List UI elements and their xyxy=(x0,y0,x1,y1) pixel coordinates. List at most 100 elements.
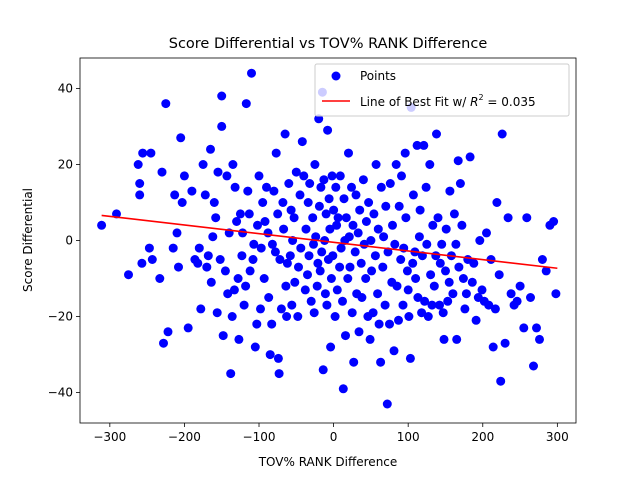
scatter-point xyxy=(275,255,285,264)
scatter-point xyxy=(326,342,336,352)
scatter-point xyxy=(198,160,208,169)
scatter-point xyxy=(506,289,516,299)
scatter-point xyxy=(461,289,471,299)
scatter-point xyxy=(309,239,318,249)
best-fit-line xyxy=(101,214,558,270)
scatter-point xyxy=(284,179,294,188)
scatter-point xyxy=(421,182,431,192)
scatter-point xyxy=(196,304,206,314)
scatter-point xyxy=(413,293,423,302)
scatter-point xyxy=(422,239,432,249)
scatter-point xyxy=(417,308,427,318)
scatter-point xyxy=(296,243,306,253)
scatter-point xyxy=(273,209,283,219)
scatter-point xyxy=(371,160,381,169)
scatter-point xyxy=(241,281,251,291)
scatter-point xyxy=(429,281,439,291)
scatter-point xyxy=(271,148,281,158)
legend-points-label: Points xyxy=(360,69,396,83)
scatter-point xyxy=(403,285,413,295)
scatter-point xyxy=(453,156,463,166)
scatter-point xyxy=(264,293,274,302)
scatter-point xyxy=(285,251,295,261)
scatter-point xyxy=(304,251,314,261)
scatter-point xyxy=(426,270,436,280)
scatter-point xyxy=(323,125,333,135)
scatter-point xyxy=(345,262,355,272)
scatter-point xyxy=(133,160,143,169)
scatter-point xyxy=(213,167,223,177)
scatter-point xyxy=(187,186,197,196)
scatter-point xyxy=(206,277,216,287)
scatter-point xyxy=(344,232,354,242)
scatter-point xyxy=(276,304,286,314)
x-tick-label: 0 xyxy=(330,430,338,444)
scatter-point xyxy=(193,258,203,268)
scatter-point xyxy=(321,209,331,219)
scatter-point xyxy=(435,300,444,310)
scatter-point xyxy=(316,182,326,192)
scatter-point xyxy=(355,205,365,215)
scatter-point xyxy=(263,228,273,238)
plot-area xyxy=(79,57,577,424)
scatter-point xyxy=(253,220,262,230)
scatter-point xyxy=(270,247,280,257)
y-tick-label: 0 xyxy=(65,234,73,248)
scatter-point xyxy=(412,140,422,150)
scatter-point xyxy=(320,289,330,299)
scatter-point xyxy=(408,190,418,200)
scatter-point xyxy=(324,194,334,204)
scatter-point xyxy=(248,255,258,264)
scatter-point xyxy=(535,334,544,344)
scatter-point xyxy=(350,247,360,257)
scatter-point xyxy=(419,140,429,150)
scatter-point xyxy=(349,357,359,367)
scatter-point xyxy=(329,205,339,215)
scatter-point xyxy=(380,300,390,310)
legend-box xyxy=(314,63,570,117)
scatter-point xyxy=(124,270,133,280)
scatter-point xyxy=(336,243,346,253)
scatter-point xyxy=(226,369,236,379)
scatter-point xyxy=(333,213,343,223)
x-tick-label: 300 xyxy=(546,430,569,444)
scatter-point xyxy=(215,255,225,264)
scatter-point xyxy=(249,239,259,249)
scatter-point xyxy=(177,198,187,207)
scatter-point xyxy=(435,258,445,268)
scatter-point xyxy=(311,232,321,242)
scatter-point xyxy=(347,308,357,318)
y-tick-label: 40 xyxy=(58,81,73,95)
scatter-point xyxy=(211,213,221,223)
scatter-point xyxy=(239,300,249,310)
scatter-point xyxy=(496,376,506,386)
scatter-point xyxy=(326,274,336,283)
scatter-point xyxy=(274,369,284,379)
scatter-point xyxy=(172,228,182,238)
scatter-point xyxy=(135,179,145,188)
scatter-point xyxy=(305,179,315,188)
scatter-point xyxy=(179,171,189,181)
scatter-point xyxy=(404,312,414,321)
scatter-point xyxy=(343,274,353,283)
scatter-point xyxy=(233,274,243,283)
scatter-point xyxy=(366,236,376,245)
scatter-point xyxy=(448,289,458,299)
scatter-point xyxy=(441,266,450,276)
scatter-point xyxy=(202,262,212,272)
scatter-point xyxy=(300,285,310,295)
x-tick-label: −200 xyxy=(168,430,201,444)
scatter-point xyxy=(541,266,551,276)
scatter-point xyxy=(228,160,238,169)
scatter-point xyxy=(310,160,320,169)
scatter-point xyxy=(299,171,309,181)
x-tick-label: 100 xyxy=(397,430,420,444)
scatter-point xyxy=(381,201,391,211)
scatter-point xyxy=(428,220,438,230)
scatter-point xyxy=(332,285,342,295)
scatter-point xyxy=(278,198,288,207)
scatter-point xyxy=(256,243,266,253)
scatter-point xyxy=(267,319,277,329)
scatter-point xyxy=(373,224,383,234)
scatter-point xyxy=(144,243,154,253)
